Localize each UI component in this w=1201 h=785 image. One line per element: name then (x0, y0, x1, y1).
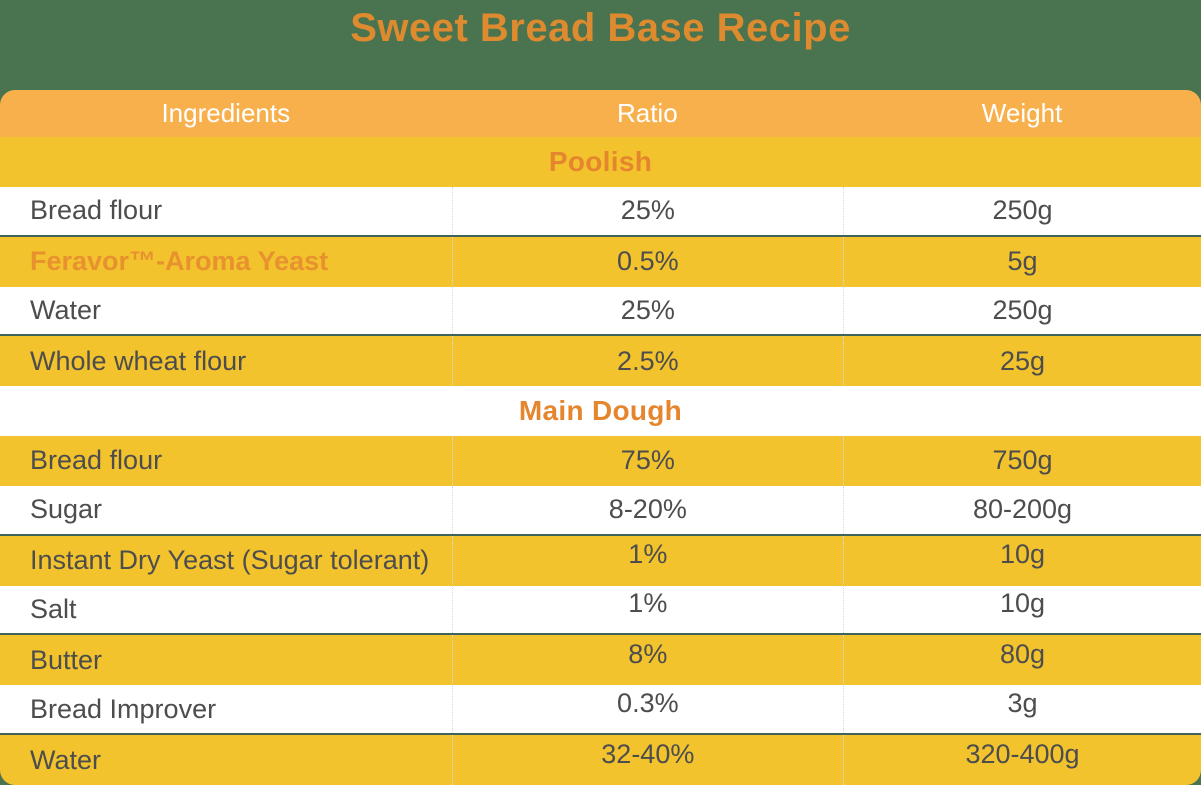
ratio-value: 8-20% (608, 494, 687, 525)
ingredient-cell: Instant Dry Yeast (Sugar tolerant) (30, 545, 430, 576)
ratio-cell: 75% (451, 436, 844, 486)
ratio-cell: 32-40% (451, 735, 844, 785)
table-row: Bread flour 75% 750g (0, 436, 1201, 486)
ingredient-cell: Sugar (30, 494, 103, 525)
ratio-value: 1% (628, 588, 668, 619)
page-title: Sweet Bread Base Recipe (350, 6, 851, 50)
weight-cell: 80g (843, 635, 1201, 686)
ratio-value: 0.3% (617, 687, 679, 718)
ingredient-cell: Whole wheat flour (30, 345, 247, 376)
section-row-main-dough: Main Dough (0, 386, 1201, 437)
weight-cell: 10g (843, 585, 1201, 634)
weight-cell: 80-200g (843, 485, 1201, 534)
ratio-cell: 0.5% (451, 236, 844, 287)
ratio-value: 8% (628, 638, 668, 669)
weight-value: 25g (999, 345, 1046, 376)
weight-cell: 750g (843, 436, 1201, 486)
table-row: Sugar 8-20% 80-200g (0, 485, 1201, 536)
weight-value: 5g (1007, 246, 1038, 277)
weight-value: 80-200g (972, 494, 1073, 525)
title-band: Sweet Bread Base Recipe (0, 0, 1201, 90)
weight-cell: 5g (843, 236, 1201, 287)
table-row: Water 32-40% 320-400g (0, 735, 1201, 785)
weight-value: 80g (999, 638, 1046, 669)
weight-value: 320-400g (965, 738, 1080, 769)
ratio-value: 0.5% (617, 246, 679, 277)
ratio-cell: 1% (451, 535, 844, 586)
weight-cell: 250g (843, 186, 1201, 235)
ingredient-cell: Bread flour (30, 195, 163, 226)
ratio-value: 32-40% (601, 738, 695, 769)
table-row-brand-yeast: Feravor™-Aroma Yeast 0.5% 5g (0, 236, 1201, 287)
ratio-value: 1% (628, 539, 668, 570)
table-row: Butter 8% 80g (0, 635, 1201, 686)
section-label: Main Dough (518, 395, 683, 427)
weight-value: 250g (992, 294, 1053, 325)
ratio-cell: 25% (451, 186, 844, 235)
header-cell-weight: Weight (981, 98, 1063, 128)
table-row: Bread Improver 0.3% 3g (0, 685, 1201, 736)
header-cell-ingredients: Ingredients (161, 98, 291, 128)
ingredient-cell: Bread flour (30, 445, 163, 476)
weight-value: 10g (999, 588, 1046, 619)
table-row: Bread flour 25% 250g (0, 186, 1201, 237)
table-row: Water 25% 250g (0, 286, 1201, 337)
weight-cell: 10g (843, 535, 1201, 586)
table-row: Salt 1% 10g (0, 585, 1201, 636)
ingredient-cell: Salt (30, 594, 77, 625)
ingredient-cell: Water (30, 294, 102, 325)
weight-value: 3g (1007, 687, 1038, 718)
ratio-value: 75% (620, 445, 675, 476)
weight-value: 250g (992, 195, 1053, 226)
ratio-cell: 8-20% (451, 485, 844, 534)
recipe-table: Ingredients Ratio Weight Poolish Bread f… (0, 90, 1201, 785)
ingredient-cell: Butter (30, 644, 103, 675)
ratio-cell: 8% (451, 635, 844, 686)
ratio-value: 25% (620, 294, 675, 325)
weight-cell: 3g (843, 685, 1201, 734)
weight-value: 750g (992, 445, 1053, 476)
ratio-value: 2.5% (617, 345, 679, 376)
ratio-cell: 0.3% (451, 685, 844, 734)
weight-value: 10g (999, 539, 1046, 570)
weight-cell: 250g (843, 286, 1201, 335)
ingredient-cell: Water (30, 744, 102, 775)
ratio-value: 25% (620, 195, 675, 226)
ingredient-cell: Bread Improver (30, 693, 217, 724)
weight-cell: 320-400g (843, 735, 1201, 785)
section-label: Poolish (548, 145, 653, 177)
ingredient-cell: Feravor™-Aroma Yeast (30, 246, 329, 277)
ratio-cell: 2.5% (451, 336, 844, 387)
table-row: Whole wheat flour 2.5% 25g (0, 336, 1201, 387)
ratio-cell: 1% (451, 585, 844, 634)
weight-cell: 25g (843, 336, 1201, 387)
ratio-cell: 25% (451, 286, 844, 335)
section-row-poolish: Poolish (0, 137, 1201, 187)
table-row: Instant Dry Yeast (Sugar tolerant) 1% 10… (0, 535, 1201, 586)
header-cell-ratio: Ratio (616, 98, 678, 128)
table-header-row: Ingredients Ratio Weight (0, 90, 1201, 137)
